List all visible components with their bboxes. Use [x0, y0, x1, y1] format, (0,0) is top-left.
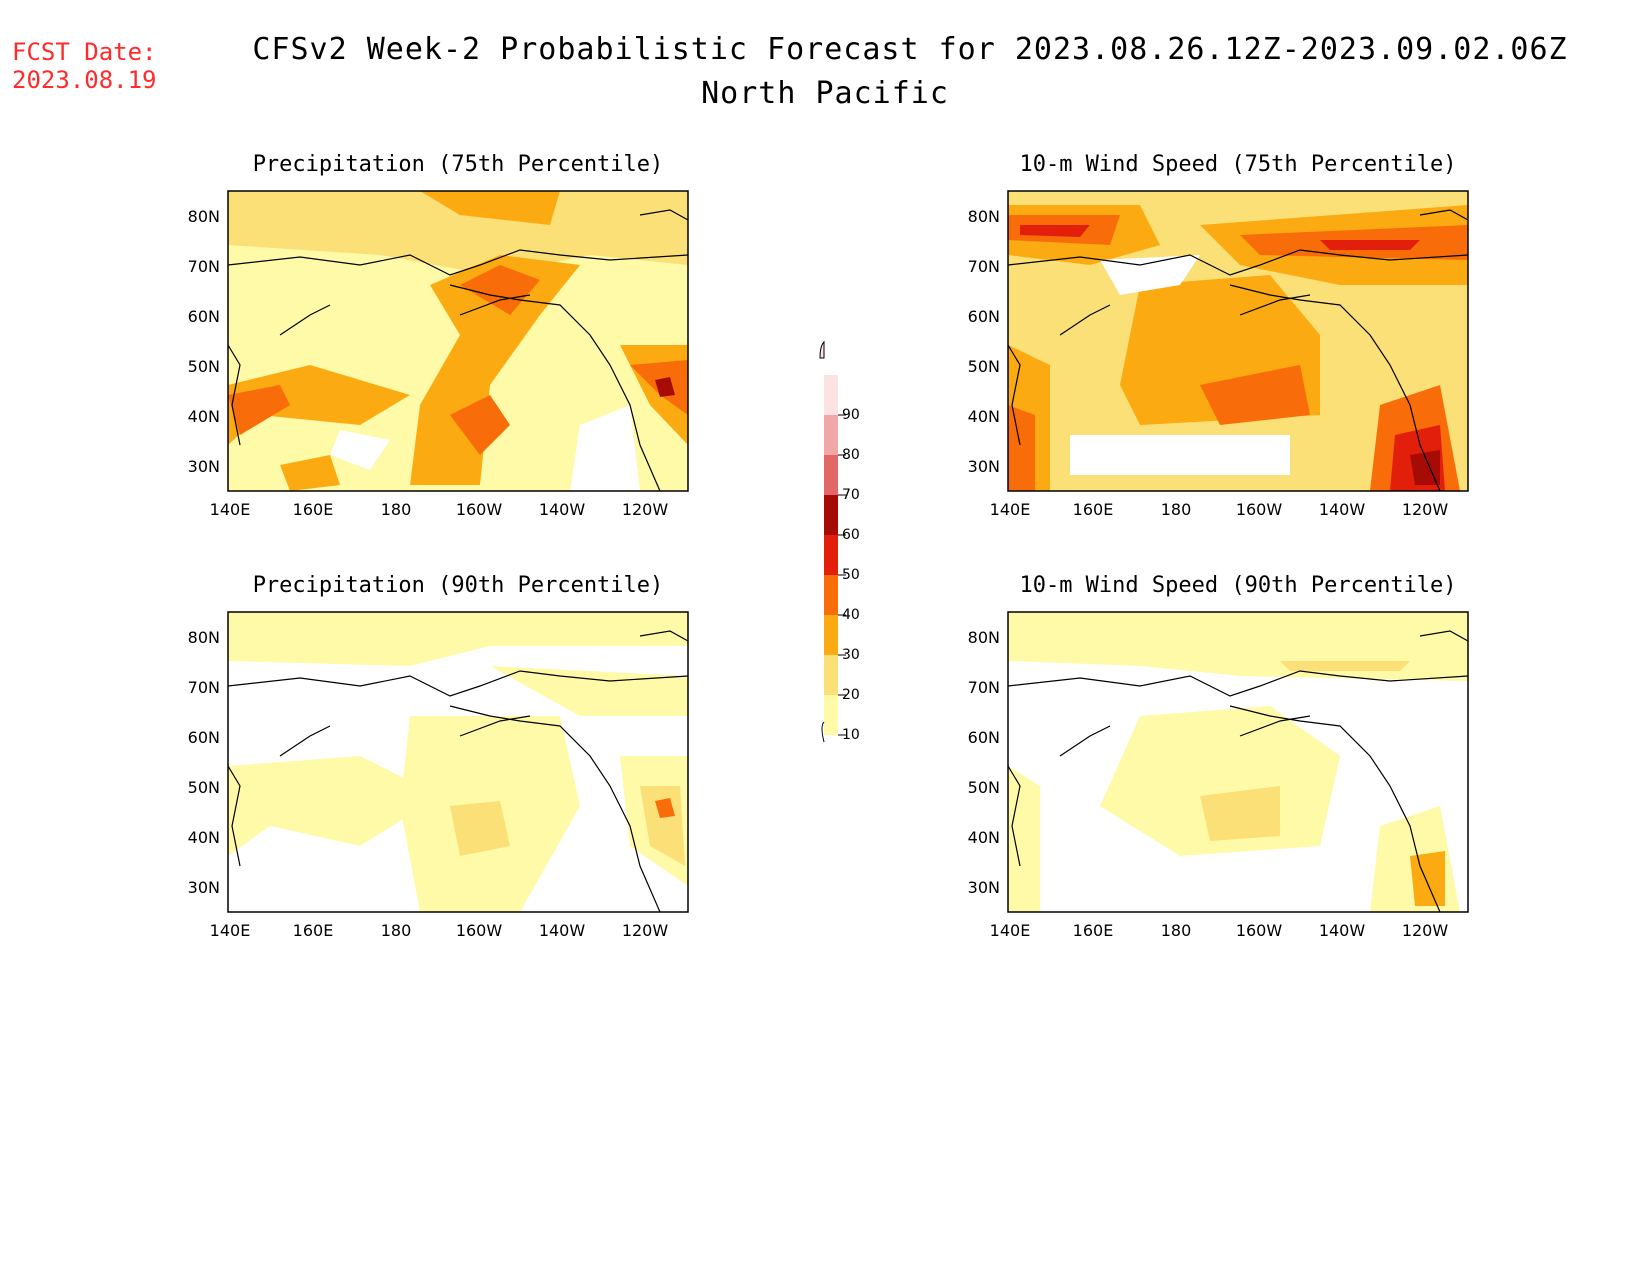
lon-label: 120W — [622, 500, 669, 519]
probability-field — [1008, 191, 1468, 491]
lat-label: 80N — [188, 207, 220, 226]
lon-label: 120W — [622, 921, 669, 940]
lat-label: 50N — [968, 778, 1000, 797]
lat-label: 70N — [968, 257, 1000, 276]
panel-title-wind-75: 10-m Wind Speed (75th Percentile) — [1019, 152, 1457, 177]
colorbar-label: 50 — [842, 567, 860, 583]
coastlines — [227, 209, 689, 492]
colorbar-segments — [824, 375, 846, 736]
map-wind-90: 80N 70N 60N 50N 40N 30N 140E 160E 180 16… — [968, 611, 1469, 940]
lon-label: 160W — [456, 921, 503, 940]
main-title: CFSv2 Week-2 Probabilistic Forecast for … — [252, 32, 1568, 67]
lat-label: 30N — [188, 878, 220, 897]
lon-label: 160E — [293, 921, 334, 940]
map-wind-75: 80N 70N 60N 50N 40N 30N 140E 160E 180 16… — [968, 190, 1469, 519]
lat-label: 70N — [188, 257, 220, 276]
forecast-date-value: 2023.08.19 — [12, 66, 157, 94]
panel-title-precip-75: Precipitation (75th Percentile) — [252, 152, 664, 177]
lat-label: 80N — [968, 628, 1000, 647]
colorbar-segment — [824, 415, 838, 455]
colorbar-label: 30 — [842, 647, 860, 663]
lat-label: 30N — [968, 457, 1000, 476]
coastlines — [1007, 209, 1469, 492]
lon-label: 180 — [1161, 500, 1192, 519]
colorbar-labels: 10 20 30 40 50 60 70 80 90 — [842, 407, 860, 743]
region-subtitle: North Pacific — [701, 76, 949, 111]
colorbar-segment — [824, 535, 838, 575]
lon-label: 180 — [1161, 921, 1192, 940]
lon-label: 140E — [990, 921, 1031, 940]
lon-label: 180 — [381, 921, 412, 940]
lat-tick-labels: 80N 70N 60N 50N 40N 30N — [968, 628, 1000, 897]
lat-tick-labels: 80N 70N 60N 50N 40N 30N — [188, 207, 220, 476]
lon-label: 140W — [1319, 500, 1366, 519]
lon-label: 140E — [210, 921, 251, 940]
colorbar-segment — [824, 375, 838, 415]
probability-field — [228, 612, 688, 912]
map-precip-75: 80N 70N 60N 50N 40N 30N 140E 160E 180 16… — [188, 190, 689, 519]
lon-label: 140W — [539, 500, 586, 519]
lon-label: 160W — [1236, 500, 1283, 519]
panel-title-precip-90: Precipitation (90th Percentile) — [252, 573, 664, 598]
lon-tick-labels: 140E 160E 180 160W 140W 120W — [210, 921, 669, 940]
lon-label: 160W — [456, 500, 503, 519]
lon-label: 120W — [1402, 921, 1449, 940]
lat-label: 30N — [968, 878, 1000, 897]
lat-label: 40N — [968, 828, 1000, 847]
lat-label: 50N — [188, 357, 220, 376]
lat-label: 40N — [968, 407, 1000, 426]
forecast-date-label: FCST Date: — [12, 38, 157, 66]
lat-tick-labels: 80N 70N 60N 50N 40N 30N — [968, 207, 1000, 476]
lon-label: 160E — [293, 500, 334, 519]
map-precip-90: 80N 70N 60N 50N 40N 30N 140E 160E 180 16… — [188, 611, 689, 940]
lon-label: 140W — [1319, 921, 1366, 940]
lat-label: 60N — [188, 307, 220, 326]
lat-label: 40N — [188, 828, 220, 847]
coastlines — [1007, 630, 1469, 913]
lat-label: 70N — [188, 678, 220, 697]
lat-label: 50N — [968, 357, 1000, 376]
lon-tick-labels: 140E 160E 180 160W 140W 120W — [990, 921, 1449, 940]
colorbar-label: 10 — [842, 727, 860, 743]
colorbar-segment — [824, 695, 838, 735]
lat-label: 60N — [968, 307, 1000, 326]
colorbar-label: 40 — [842, 607, 860, 623]
coastlines — [227, 630, 689, 913]
probability-field — [1008, 612, 1468, 912]
lon-label: 160W — [1236, 921, 1283, 940]
lon-label: 140E — [210, 500, 251, 519]
colorbar-label: 20 — [842, 687, 860, 703]
lat-label: 50N — [188, 778, 220, 797]
lat-label: 40N — [188, 407, 220, 426]
lon-label: 120W — [1402, 500, 1449, 519]
lat-label: 30N — [188, 457, 220, 476]
colorbar: 10 20 30 40 50 60 70 80 90 — [819, 340, 860, 743]
panel-title-wind-90: 10-m Wind Speed (90th Percentile) — [1019, 573, 1457, 598]
colorbar-label: 70 — [842, 487, 860, 503]
colorbar-segment — [824, 495, 838, 535]
colorbar-segment — [824, 655, 838, 695]
lon-label: 160E — [1073, 921, 1114, 940]
colorbar-segment — [824, 455, 838, 495]
probability-field — [228, 191, 688, 491]
colorbar-segment — [824, 575, 838, 615]
lat-label: 80N — [188, 628, 220, 647]
colorbar-segment — [824, 615, 838, 655]
lon-label: 180 — [381, 500, 412, 519]
lon-label: 140W — [539, 921, 586, 940]
lat-label: 60N — [968, 728, 1000, 747]
colorbar-label: 90 — [842, 407, 860, 423]
lat-tick-labels: 80N 70N 60N 50N 40N 30N — [188, 628, 220, 897]
lon-tick-labels: 140E 160E 180 160W 140W 120W — [990, 500, 1449, 519]
lat-label: 60N — [188, 728, 220, 747]
colorbar-label: 80 — [842, 447, 860, 463]
lon-label: 140E — [990, 500, 1031, 519]
lon-label: 160E — [1073, 500, 1114, 519]
lat-label: 70N — [968, 678, 1000, 697]
colorbar-label: 60 — [842, 527, 860, 543]
lon-tick-labels: 140E 160E 180 160W 140W 120W — [210, 500, 669, 519]
forecast-date-block: FCST Date: 2023.08.19 — [12, 38, 157, 94]
lat-label: 80N — [968, 207, 1000, 226]
